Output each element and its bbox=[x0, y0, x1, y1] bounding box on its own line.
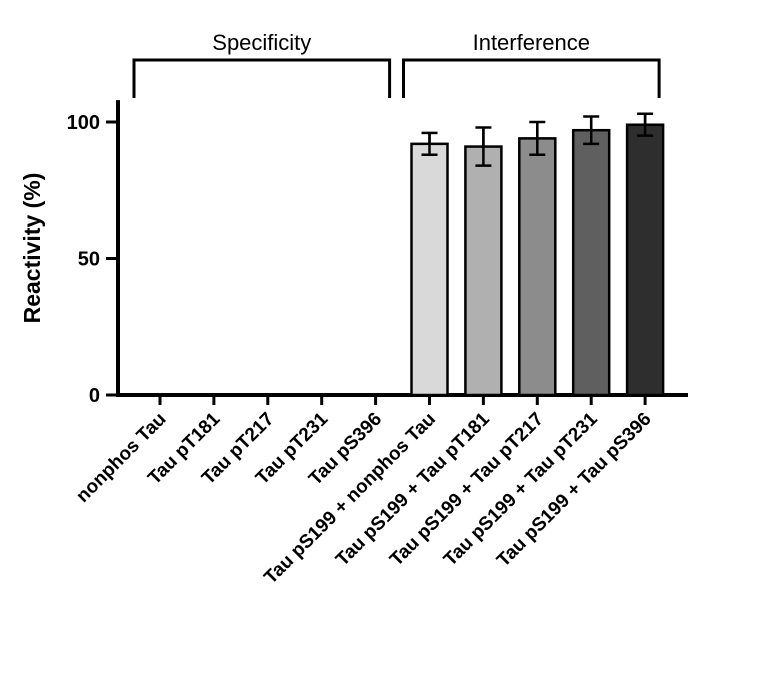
group-bracket-0 bbox=[132, 58, 392, 98]
group-bracket-1 bbox=[402, 58, 661, 98]
group-label-0: Specificity bbox=[212, 30, 311, 55]
bar bbox=[571, 128, 611, 397]
bar bbox=[410, 142, 449, 397]
bar bbox=[464, 145, 503, 397]
bar bbox=[518, 137, 557, 397]
y-axis-label: Reactivity (%) bbox=[19, 173, 45, 324]
y-tick-label: 100 bbox=[67, 112, 100, 134]
y-tick-label: 50 bbox=[78, 249, 100, 271]
y-tick-label: 0 bbox=[89, 385, 100, 407]
group-label-1: Interference bbox=[473, 30, 590, 55]
bar bbox=[625, 123, 665, 397]
